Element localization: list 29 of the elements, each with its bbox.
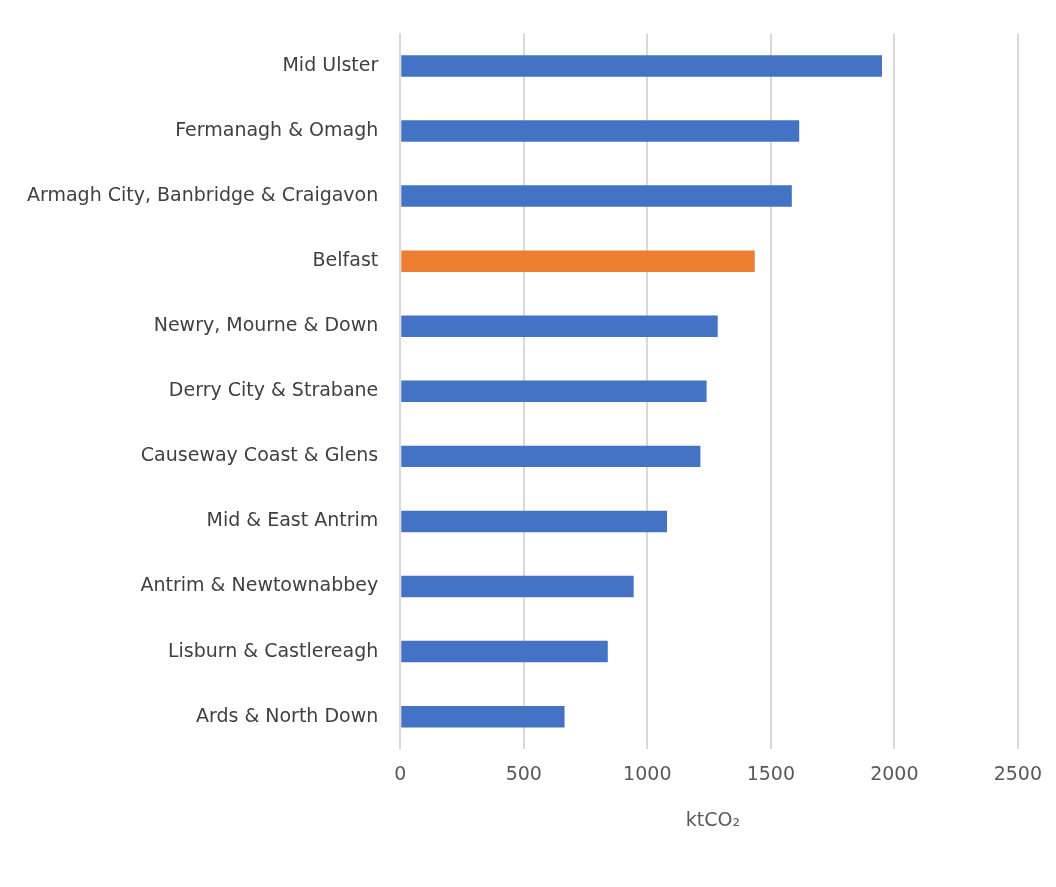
y-tick-label: Causeway Coast & Glens <box>140 443 379 466</box>
y-tick-label: Antrim & Newtownabbey <box>140 573 379 596</box>
bar <box>401 315 718 337</box>
x-tick-label: 0 <box>394 761 407 784</box>
y-tick-label: Mid Ulster <box>282 52 379 75</box>
bar <box>401 120 800 142</box>
bar <box>401 55 882 77</box>
x-tick-label: 2500 <box>993 761 1042 784</box>
x-tick-label: 500 <box>505 761 542 784</box>
x-tick-label: 1000 <box>623 761 672 784</box>
bar <box>401 705 565 728</box>
x-tick-label: 1500 <box>746 761 795 784</box>
x-axis-title: ktCO₂ <box>684 808 742 830</box>
y-tick-label: Ards & North Down <box>195 703 379 726</box>
y-tick-label: Derry City & Strabane <box>168 378 379 401</box>
bar <box>401 640 608 663</box>
y-tick-label: Belfast <box>312 248 379 271</box>
x-tick-label: 2000 <box>870 761 919 784</box>
bar <box>401 250 755 272</box>
bar <box>401 445 701 468</box>
y-tick-label: Fermanagh & Omagh <box>175 117 379 140</box>
bar <box>401 380 707 403</box>
bar <box>401 185 792 207</box>
y-tick-label: Lisburn & Castlereagh <box>167 638 379 661</box>
y-tick-label: Mid & East Antrim <box>206 508 379 531</box>
y-tick-label: Newry, Mourne & Down <box>153 313 379 336</box>
y-tick-label: Armagh City, Banbridge & Craigavon <box>27 183 379 206</box>
bar <box>401 510 668 533</box>
bar <box>401 575 634 598</box>
